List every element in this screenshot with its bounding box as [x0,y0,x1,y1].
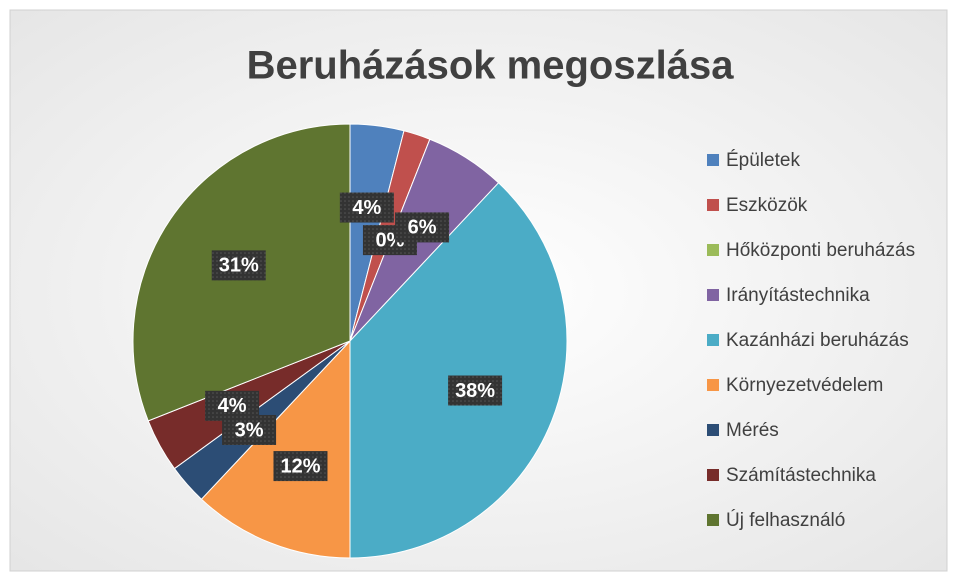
legend-label: Épületek [726,150,800,171]
data-label-box [448,375,503,406]
legend-swatch [707,154,719,166]
legend-label: Hőközponti beruházás [726,240,915,261]
legend-swatch [707,334,719,346]
legend-label: Mérés [726,420,779,441]
legend-label: Eszközök [726,195,808,216]
pie-slice [349,182,568,559]
legend-swatch [707,244,719,256]
data-label-box [273,451,328,482]
legend-swatch [707,469,719,481]
data-label: 31% [219,255,259,277]
legend-label: Új felhasználó [726,509,845,531]
legend-label: Kazánházi beruházás [726,330,909,351]
pie-slice [200,339,351,559]
legend-label: Környezetvédelem [726,375,883,396]
data-label-box [395,212,450,243]
data-label: 38% [455,380,495,402]
chart-title: Beruházások megoszlása [247,44,735,88]
legend-swatch [707,424,719,436]
data-label: 12% [280,455,320,477]
legend-swatch [707,199,719,211]
data-label: 6% [408,217,437,239]
data-label-box [205,390,260,421]
data-label-box [339,192,394,223]
legend-swatch [707,379,719,391]
data-label: 4% [218,395,247,417]
legend-swatch [707,514,719,526]
legend-label: Irányítástechnika [726,285,870,306]
data-label: 4% [352,197,381,219]
data-label-box [211,250,266,281]
data-label: 3% [235,419,264,441]
legend-swatch [707,289,719,301]
legend-label: Számítástechnika [726,465,876,486]
